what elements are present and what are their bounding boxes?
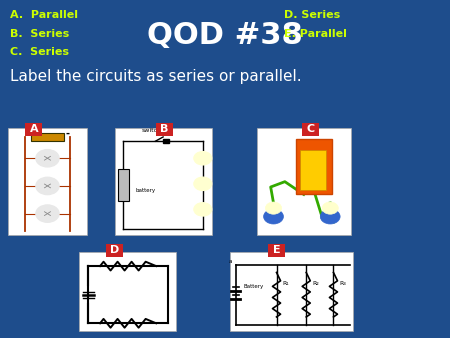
Bar bbox=[302, 123, 319, 136]
Bar bbox=[8, 128, 87, 235]
Bar bbox=[31, 133, 64, 141]
Text: a: a bbox=[229, 259, 232, 264]
Text: D: D bbox=[110, 245, 119, 255]
Text: A: A bbox=[29, 124, 38, 134]
Text: B.  Series: B. Series bbox=[10, 29, 69, 39]
Bar bbox=[25, 123, 42, 136]
Bar bbox=[163, 139, 169, 143]
Text: Battery: Battery bbox=[244, 284, 264, 289]
Circle shape bbox=[264, 209, 284, 224]
Bar bbox=[156, 123, 173, 136]
Bar bbox=[106, 244, 123, 257]
Text: A.  Parallel: A. Parallel bbox=[10, 10, 78, 20]
Circle shape bbox=[194, 151, 212, 165]
Bar bbox=[268, 244, 285, 257]
Text: E. Parallel: E. Parallel bbox=[284, 29, 346, 39]
Text: R₃: R₃ bbox=[339, 281, 346, 286]
Bar bbox=[256, 128, 351, 235]
Text: B: B bbox=[160, 124, 168, 134]
Bar bbox=[230, 252, 353, 331]
Text: C.  Series: C. Series bbox=[10, 47, 69, 57]
Text: D. Series: D. Series bbox=[284, 10, 340, 20]
Bar bbox=[115, 128, 212, 235]
Circle shape bbox=[266, 202, 282, 214]
Text: E: E bbox=[273, 245, 280, 255]
Circle shape bbox=[36, 177, 59, 195]
Circle shape bbox=[322, 202, 338, 214]
Text: battery: battery bbox=[135, 188, 155, 193]
Bar bbox=[296, 139, 332, 194]
Bar bbox=[79, 252, 176, 331]
Circle shape bbox=[194, 202, 212, 216]
Text: switch: switch bbox=[141, 128, 162, 133]
Circle shape bbox=[194, 177, 212, 191]
Text: +: + bbox=[24, 129, 31, 138]
Text: -: - bbox=[66, 128, 70, 139]
Text: Label the circuits as series or parallel.: Label the circuits as series or parallel… bbox=[10, 69, 302, 83]
Bar bbox=[300, 150, 326, 190]
Text: C: C bbox=[306, 124, 315, 134]
Circle shape bbox=[36, 205, 59, 222]
Circle shape bbox=[320, 209, 340, 224]
Text: QOD #38: QOD #38 bbox=[147, 21, 303, 50]
Text: R₁: R₁ bbox=[283, 281, 289, 286]
Text: R₂: R₂ bbox=[312, 281, 319, 286]
Bar bbox=[117, 169, 129, 201]
Circle shape bbox=[36, 149, 59, 167]
